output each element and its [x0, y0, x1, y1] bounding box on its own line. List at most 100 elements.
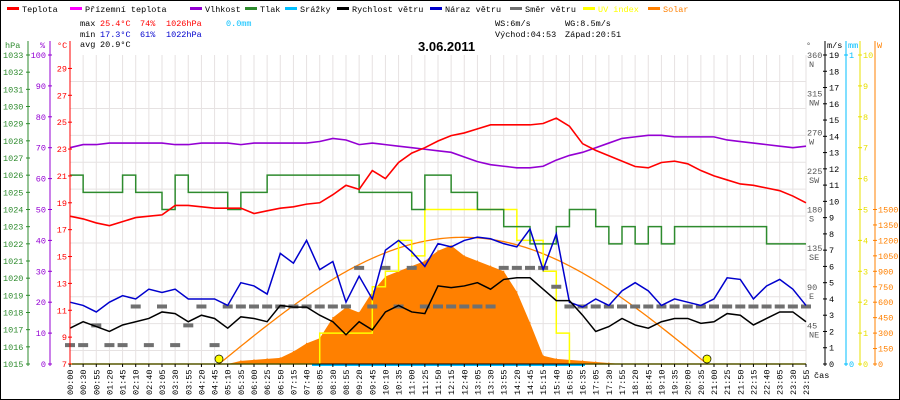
- pressure-tick-label: 1021: [3, 257, 23, 267]
- direction-tick-label: 225: [807, 167, 822, 177]
- x-tick-label: 21:25: [723, 369, 733, 395]
- wind-direction-mark: [774, 304, 785, 309]
- humidity-tick-label: 30: [36, 267, 46, 277]
- uv-tick-label: 9: [863, 82, 868, 92]
- wind-direction-mark: [433, 304, 443, 309]
- x-tick-label: 21:00: [710, 369, 720, 395]
- wind-direction-mark: [406, 265, 417, 270]
- wind-direction-mark: [235, 304, 246, 309]
- legend-label: Rychlost větru: [352, 5, 423, 15]
- direction-tick-label: 270: [807, 128, 822, 138]
- pressure-tick-label: 1030: [3, 103, 23, 113]
- uv-tick-label: 3: [863, 267, 868, 277]
- x-tick-label: 01:45: [119, 369, 129, 395]
- solar-tick-label: 600: [878, 298, 893, 308]
- legend-swatch: [7, 7, 19, 10]
- wind-direction-mark: [617, 304, 627, 309]
- wind-direction-mark: [91, 323, 102, 328]
- legend-label: Solar: [663, 5, 689, 15]
- uv-tick-label: 2: [863, 298, 868, 308]
- direction-compass-label: NW: [809, 99, 820, 109]
- humidity-unit: %: [40, 41, 46, 51]
- solar-point: [305, 342, 308, 344]
- rain-tick-label: 0: [849, 360, 854, 370]
- temperature-tick-label: 27: [57, 91, 67, 101]
- x-tick-label: 06:50: [276, 369, 286, 395]
- solar-point: [581, 360, 584, 362]
- x-tick-label: 04:20: [197, 369, 207, 395]
- wind-direction-mark: [485, 304, 496, 309]
- solar-theoretical-curve: [218, 236, 706, 365]
- solar-tick-label: 1350: [878, 221, 898, 231]
- axes: hPa% °C ° m/s mm W101510161017101810191020102…: [3, 41, 898, 370]
- legend-label: Směr větru: [525, 5, 576, 15]
- humidity-tick-label: 20: [36, 298, 46, 308]
- humidity-tick-label: 90: [36, 82, 46, 92]
- wind-direction-mark: [170, 343, 181, 348]
- wind-direction-mark: [787, 304, 798, 309]
- humidity-tick-label: 80: [36, 113, 46, 123]
- pressure-tick-label: 1020: [3, 274, 23, 284]
- pressure-tick-label: 1022: [3, 240, 23, 250]
- humidity-tick-label: 40: [36, 236, 46, 246]
- x-tick-label: 16:35: [579, 369, 589, 395]
- wind-direction-mark: [761, 304, 772, 309]
- wind-direction-mark: [722, 304, 733, 309]
- stat-max-label: max: [80, 19, 95, 29]
- humidity-tick-label: 10: [36, 329, 46, 339]
- solar-point: [503, 270, 505, 272]
- wind-direction-mark: [157, 304, 167, 309]
- stat-avg-temp: 20.9°C: [100, 40, 131, 50]
- wind-direction-mark: [327, 304, 338, 309]
- temperature-tick-label: 21: [57, 172, 67, 182]
- x-tick-label: 20:00: [684, 369, 694, 395]
- x-tick-label: 17:30: [605, 369, 615, 395]
- solar-tick-label: 300: [878, 329, 893, 339]
- uv-tick-label: 1: [863, 329, 868, 339]
- x-tick-label: 19:10: [657, 369, 667, 395]
- legend-label: UV index: [598, 5, 639, 15]
- pressure-tick-label: 1017: [3, 326, 23, 336]
- uv-tick-label: 7: [863, 144, 868, 154]
- x-tick-label: 03:30: [171, 369, 181, 395]
- solar-point: [529, 322, 531, 324]
- x-tick-label: 23:30: [789, 369, 799, 395]
- x-tick-label: 00:00: [66, 369, 76, 395]
- uv-tick-label: 10: [863, 51, 873, 61]
- humidity-tick-label: 70: [36, 144, 46, 154]
- x-tick-label: 10:10: [381, 369, 391, 395]
- direction-compass-label: SW: [809, 176, 820, 186]
- wind-direction-mark: [419, 304, 430, 309]
- wind-direction-mark: [104, 343, 115, 348]
- wind-direction-mark: [196, 304, 207, 309]
- solar-tick-label: 0: [878, 360, 883, 370]
- legend-swatch: [430, 7, 442, 10]
- pressure-tick-label: 1019: [3, 291, 23, 301]
- x-tick-label: 06:25: [263, 369, 273, 395]
- direction-compass-label: NE: [809, 330, 819, 340]
- wind-tick-label: 15: [829, 116, 839, 126]
- solar-point: [253, 359, 255, 361]
- x-tick-label: 05:10: [224, 369, 234, 395]
- rain-unit: mm: [848, 41, 858, 51]
- temperature-tick-label: 7: [62, 360, 67, 370]
- wind-direction-mark: [130, 304, 141, 309]
- solar-point: [542, 355, 544, 357]
- wind-direction-mark: [695, 304, 706, 309]
- x-tick-label: 19:35: [671, 369, 681, 395]
- direction-tick-label: 45: [807, 321, 817, 331]
- wind-direction-mark: [511, 265, 522, 270]
- wind-tick-label: 1: [829, 344, 834, 354]
- temperature-tick-label: 17: [57, 226, 67, 236]
- solar-point: [424, 260, 426, 262]
- solar-point: [332, 317, 334, 319]
- temperature-tick-label: 13: [57, 279, 67, 289]
- wind-direction-mark: [498, 265, 509, 270]
- direction-tick-label: 135: [807, 244, 822, 254]
- x-tick-label: 07:15: [289, 369, 299, 395]
- stat-min-hum: 61%: [140, 30, 156, 40]
- wind-direction-mark: [393, 304, 404, 309]
- stat-wind-gust: WG:8.5m/s: [565, 19, 611, 29]
- wind-unit: m/s: [827, 41, 842, 51]
